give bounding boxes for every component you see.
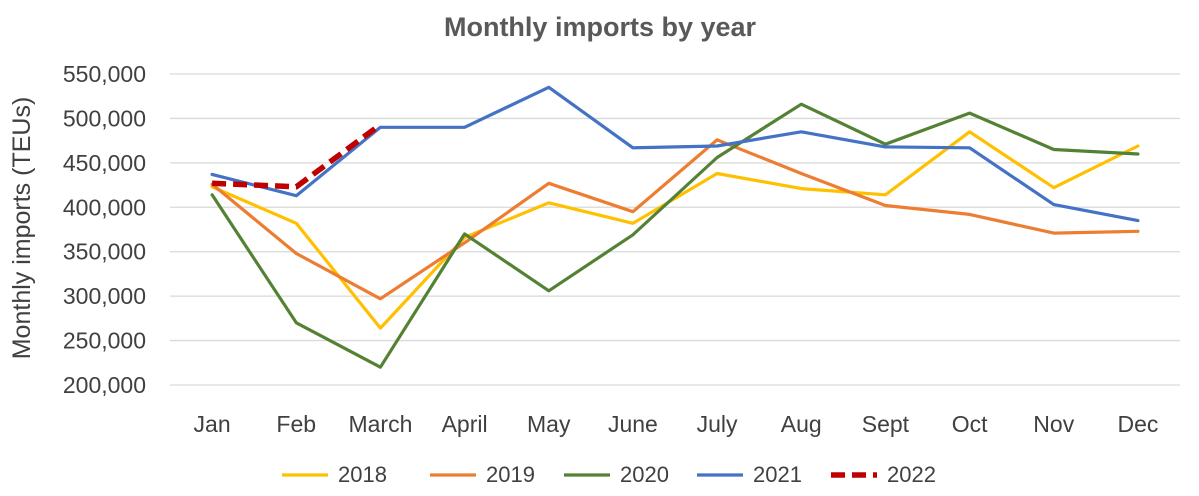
series-line-2021 xyxy=(210,85,1140,223)
x-tick-label: July xyxy=(697,411,738,437)
x-tick-label: June xyxy=(608,411,658,437)
y-tick-label: 500,000 xyxy=(63,105,146,131)
chart-title: Monthly imports by year xyxy=(444,12,757,42)
legend-label-2019: 2019 xyxy=(486,462,535,487)
series-line-2018 xyxy=(210,130,1140,330)
y-axis-label: Monthly imports (TEUs) xyxy=(8,97,36,360)
y-tick-label: 400,000 xyxy=(63,194,146,220)
x-axis-ticks: Jan Feb March April May June July Aug Sept Oct Nov… xyxy=(194,411,1159,437)
series-lines xyxy=(210,85,1140,369)
series-line-2019 xyxy=(210,138,1140,301)
y-tick-label: 350,000 xyxy=(63,239,146,265)
x-tick-label: Nov xyxy=(1033,411,1074,437)
x-tick-label: Oct xyxy=(952,411,988,437)
y-tick-label: 200,000 xyxy=(63,372,146,398)
x-tick-label: April xyxy=(442,411,488,437)
x-tick-label: Feb xyxy=(276,411,316,437)
y-tick-label: 300,000 xyxy=(63,283,146,309)
x-tick-label: March xyxy=(348,411,412,437)
y-tick-label: 450,000 xyxy=(63,150,146,176)
x-tick-label: Dec xyxy=(1117,411,1158,437)
gridlines xyxy=(170,73,1180,386)
x-tick-label: Sept xyxy=(862,411,910,437)
legend-label-2021: 2021 xyxy=(753,462,802,487)
legend-label-2022: 2022 xyxy=(887,462,936,487)
series-line-2022 xyxy=(211,122,383,190)
x-tick-label: Aug xyxy=(781,411,822,437)
y-tick-label: 550,000 xyxy=(63,61,146,87)
legend-label-2020: 2020 xyxy=(620,462,669,487)
x-tick-label: May xyxy=(527,411,571,437)
y-axis-ticks: 200,000 250,000 300,000 350,000 400,000 450,0… xyxy=(63,61,146,398)
series-line-2020 xyxy=(210,102,1140,369)
legend-label-2018: 2018 xyxy=(338,462,387,487)
y-tick-label: 250,000 xyxy=(63,328,146,354)
x-tick-label: Jan xyxy=(194,411,231,437)
legend: 2018 2019 2020 2021 2022 xyxy=(282,462,936,487)
